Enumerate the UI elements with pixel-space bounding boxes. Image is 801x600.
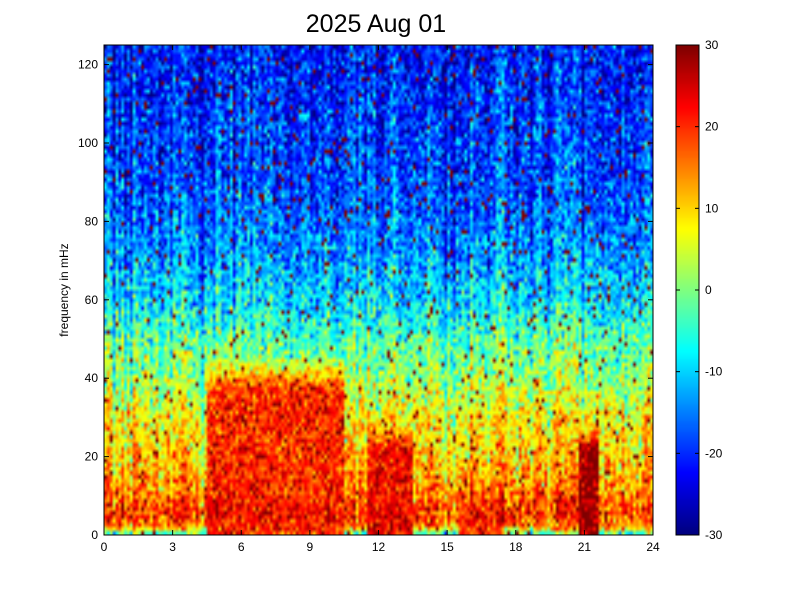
y-tick-label: 60 xyxy=(85,293,99,307)
colorbar-tick-label: 0 xyxy=(705,283,712,297)
colorbar-ticks: 30 20 10 0 -10 -20 -30 xyxy=(676,38,723,542)
y-tick-label: 120 xyxy=(78,58,98,72)
x-tick-label: 12 xyxy=(372,540,386,554)
x-tick-label: 3 xyxy=(169,540,176,554)
x-tick-label: 15 xyxy=(440,540,454,554)
x-tick-label: 6 xyxy=(238,540,245,554)
y-axis-label: frequency in mHz xyxy=(57,243,71,336)
colorbar-tick-label: 10 xyxy=(705,201,719,215)
y-tick-label: 40 xyxy=(85,371,99,385)
colorbar: 30 20 10 0 -10 -20 -30 xyxy=(675,38,723,542)
colorbar-tick-label: -20 xyxy=(705,446,723,460)
x-axis: 0 3 6 9 12 15 18 21 24 xyxy=(101,45,660,554)
heatmap-image xyxy=(104,45,653,535)
x-tick-label: 9 xyxy=(307,540,314,554)
y-tick-label: 20 xyxy=(85,450,99,464)
y-tick-label: 100 xyxy=(78,136,98,150)
y-axis: 0 20 40 60 80 100 120 xyxy=(78,58,653,542)
plot-area xyxy=(103,44,654,536)
colorbar-tick-label: -10 xyxy=(705,365,723,379)
x-tick-label: 21 xyxy=(578,540,592,554)
y-tick-label: 0 xyxy=(91,528,98,542)
colorbar-tick-label: 20 xyxy=(705,120,719,134)
y-tick-label: 80 xyxy=(85,214,99,228)
x-tick-label: 24 xyxy=(646,540,660,554)
x-tick-label: 18 xyxy=(509,540,523,554)
colorbar-tick-label: 30 xyxy=(705,38,719,52)
colorbar-tick-label: -30 xyxy=(705,528,723,542)
x-tick-label: 0 xyxy=(101,540,108,554)
colorbar-gradient xyxy=(676,45,699,535)
chart-title: 2025 Aug 01 xyxy=(306,10,446,38)
